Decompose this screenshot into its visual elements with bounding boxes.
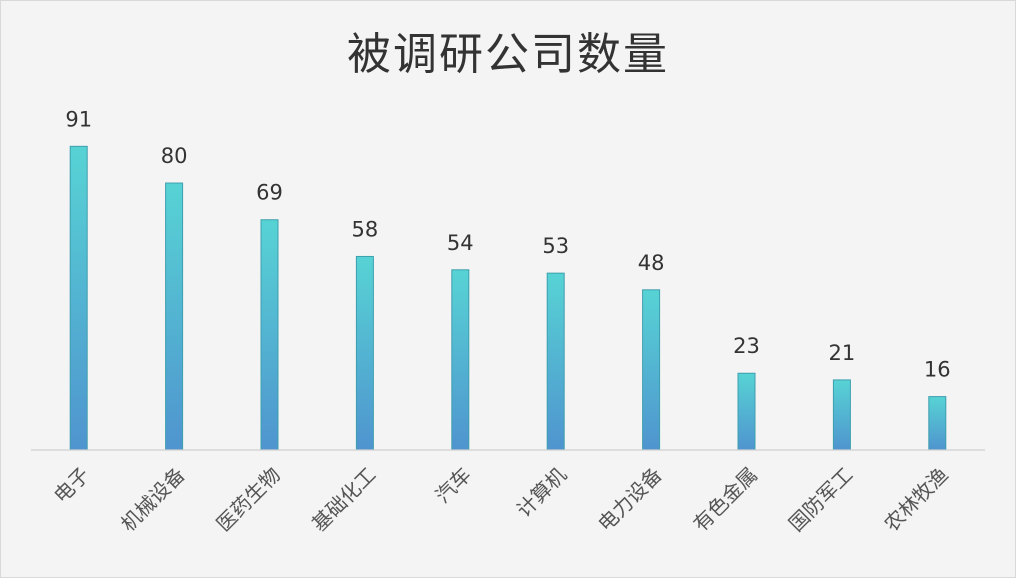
value-label-8: 23 bbox=[733, 334, 760, 358]
category-label-8: 有色金属 bbox=[688, 463, 762, 537]
bars-group bbox=[69, 145, 947, 451]
bar-8 bbox=[737, 372, 756, 451]
bar-6 bbox=[546, 272, 565, 451]
value-label-7: 48 bbox=[638, 251, 665, 275]
category-label-4: 基础化工 bbox=[307, 463, 381, 537]
category-label-7: 电力设备 bbox=[593, 463, 667, 537]
bar-10 bbox=[928, 396, 947, 451]
chart-title: 被调研公司数量 bbox=[347, 29, 669, 80]
bar-1 bbox=[69, 145, 88, 451]
value-label-3: 69 bbox=[256, 181, 283, 205]
value-labels-group: 91 80 69 58 54 53 48 23 21 16 bbox=[65, 107, 950, 381]
category-label-2: 机械设备 bbox=[116, 463, 190, 537]
category-label-10: 农林牧渔 bbox=[879, 463, 953, 537]
bar-9 bbox=[832, 379, 851, 451]
bar-5 bbox=[451, 269, 470, 451]
value-label-5: 54 bbox=[447, 231, 474, 255]
value-label-4: 58 bbox=[352, 217, 379, 241]
value-label-9: 21 bbox=[829, 341, 856, 365]
bar-7 bbox=[642, 289, 661, 451]
category-label-9: 国防军工 bbox=[784, 463, 858, 537]
category-label-3: 医药生物 bbox=[211, 463, 285, 537]
category-label-1: 电子 bbox=[49, 463, 94, 508]
value-label-10: 16 bbox=[924, 358, 951, 382]
bar-2 bbox=[165, 182, 184, 451]
value-label-2: 80 bbox=[161, 144, 188, 168]
value-label-6: 53 bbox=[542, 234, 569, 258]
category-labels-group: 电子 机械设备 医药生物 基础化工 汽车 计算机 电力设备 有色金属 国防军工 农林牧渔 bbox=[49, 463, 953, 537]
value-label-1: 91 bbox=[65, 107, 92, 131]
bar-3 bbox=[260, 219, 279, 451]
category-label-6: 计算机 bbox=[512, 463, 571, 522]
bar-4 bbox=[355, 255, 374, 451]
category-label-5: 汽车 bbox=[431, 463, 476, 508]
